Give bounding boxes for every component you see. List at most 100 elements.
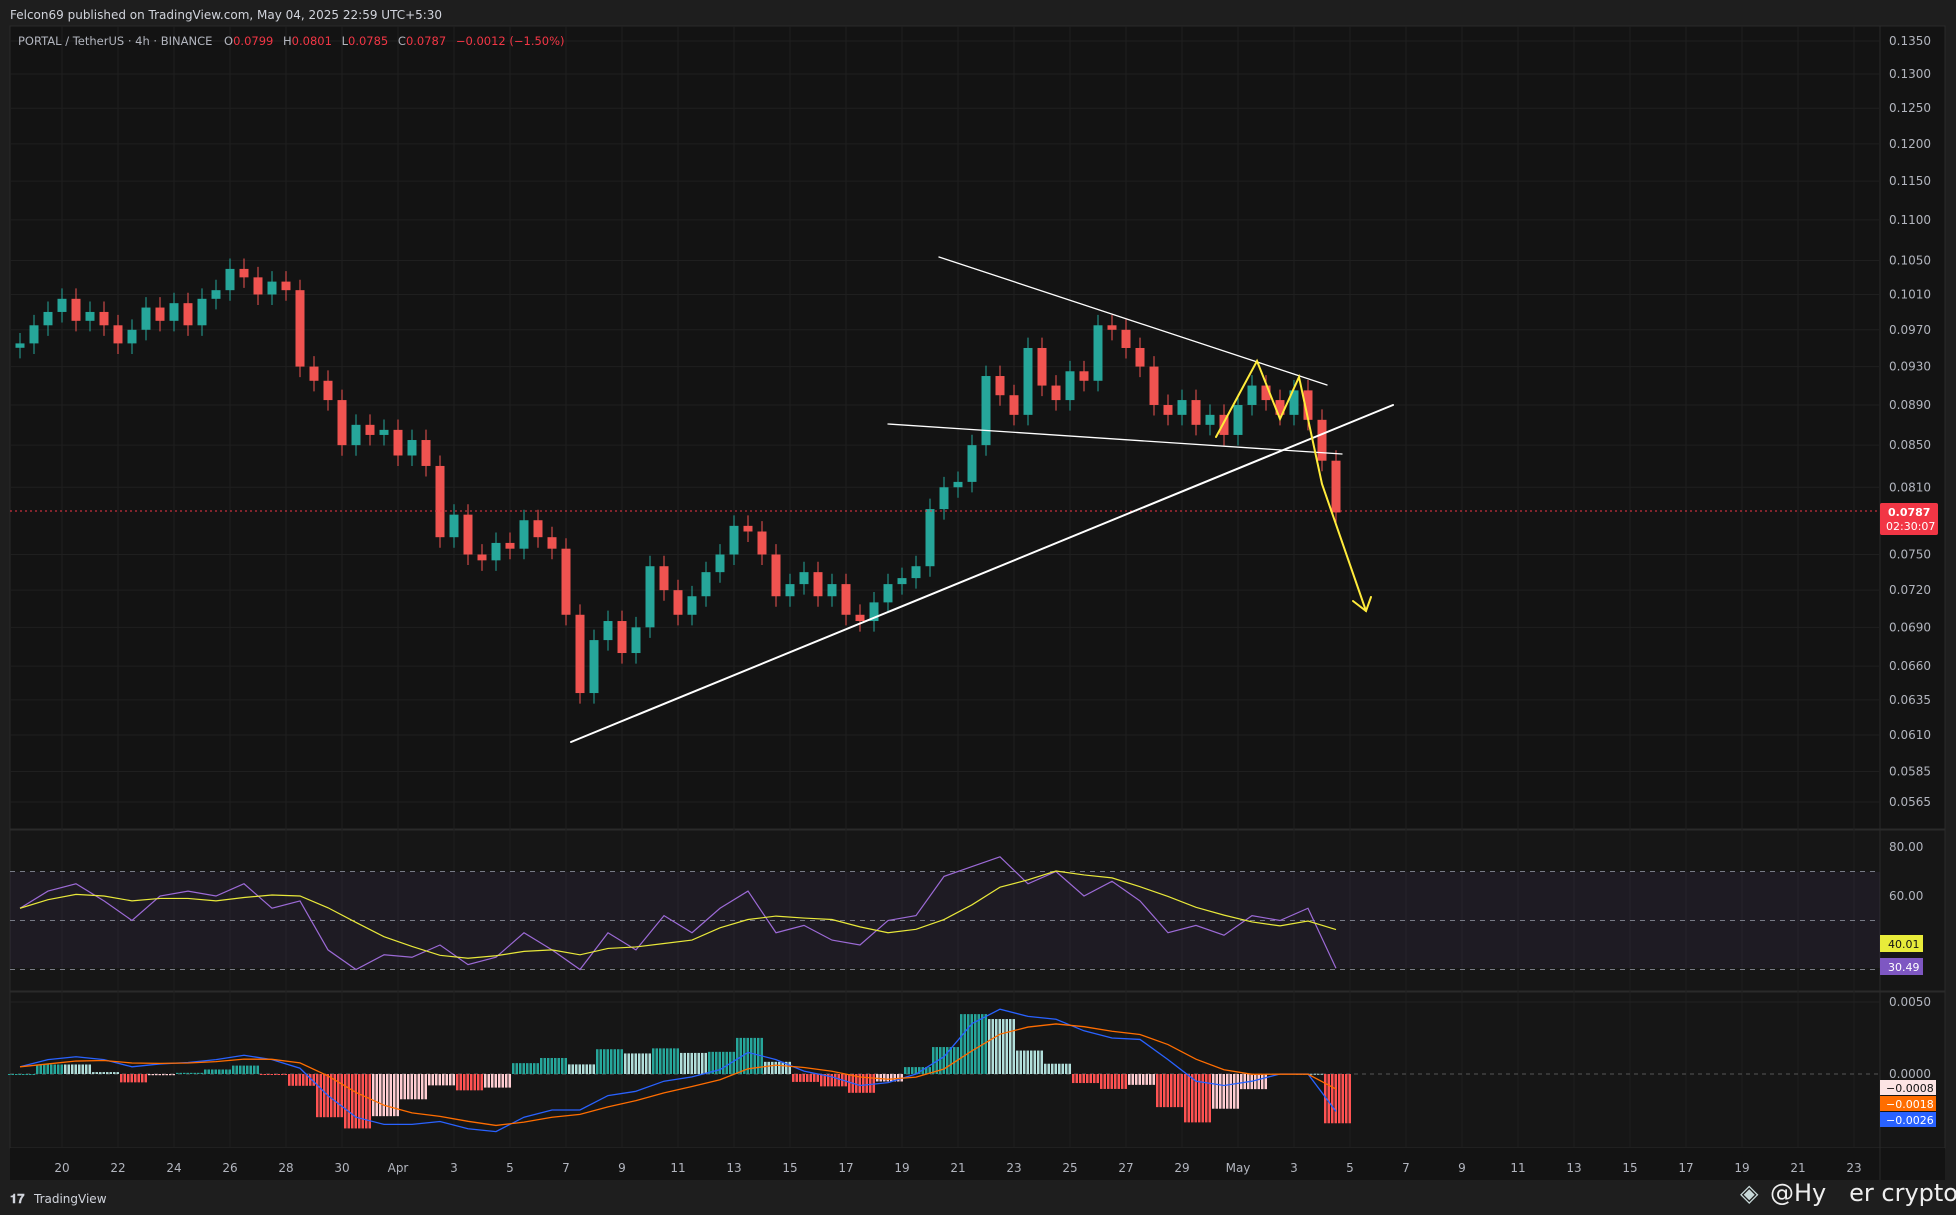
candle-up (897, 578, 907, 585)
histogram-bar (494, 1074, 497, 1088)
tradingview-logo[interactable]: 𝟏𝟕 TradingView (10, 1192, 107, 1207)
histogram-bar (470, 1074, 473, 1091)
histogram-bar (1023, 1050, 1026, 1074)
time-axis[interactable] (10, 1148, 1945, 1180)
histogram-bar (193, 1072, 196, 1074)
candle-up (1289, 390, 1299, 415)
histogram-bar (1152, 1074, 1155, 1085)
date-tick: 17 (838, 1161, 853, 1175)
candle-up (911, 566, 921, 579)
symbol-title[interactable]: PORTAL / TetherUS · 4h · BINANCE (18, 34, 212, 48)
drawings[interactable] (570, 256, 1394, 743)
histogram-bar (1065, 1063, 1068, 1074)
histogram-bar (1341, 1074, 1344, 1124)
histogram-bar (29, 1074, 32, 1075)
rsi-value: 30.49 (1888, 961, 1920, 974)
histogram-bar (970, 1014, 973, 1074)
neckline[interactable] (887, 423, 1343, 455)
histogram-bar (869, 1074, 872, 1093)
histogram-bar (704, 1052, 707, 1074)
histogram-bar (697, 1052, 700, 1074)
price-tick: 0.0930 (1889, 360, 1931, 374)
histogram-bar (827, 1074, 830, 1087)
rsi-value-badges: 40.01 30.49 (1880, 935, 1923, 975)
date-tick: 19 (894, 1161, 909, 1175)
histogram-bar (603, 1049, 606, 1074)
published-line: Felcon69 published on TradingView.com, M… (10, 8, 442, 22)
histogram-bar (949, 1047, 952, 1074)
rsi-line (19, 856, 1337, 971)
rsi-ma-value: 40.01 (1888, 938, 1920, 951)
candle-down (1037, 347, 1047, 386)
histogram-bar (1170, 1074, 1173, 1108)
histogram-bar (1037, 1050, 1040, 1074)
histogram-bar (1184, 1074, 1187, 1123)
candle-down (1191, 400, 1201, 425)
candle-down (547, 537, 557, 549)
histogram-bar (291, 1074, 294, 1086)
histogram-bar (813, 1074, 816, 1082)
candle-up (687, 596, 697, 615)
histogram-bar (165, 1074, 168, 1076)
price-tick: 0.0810 (1889, 480, 1931, 494)
histogram-bar (855, 1074, 858, 1093)
candle-up (141, 307, 151, 330)
histogram-bar (204, 1069, 207, 1074)
histogram-bar (1317, 1073, 1320, 1075)
histogram-bar (15, 1074, 18, 1075)
histogram-bar (137, 1074, 140, 1083)
date-tick: 26 (222, 1161, 237, 1175)
histogram-bar (1222, 1074, 1225, 1109)
rsi-tick: 60.00 (1889, 889, 1923, 903)
histogram-bar (522, 1063, 525, 1074)
histogram-bar (634, 1053, 637, 1074)
histogram-bar (183, 1072, 186, 1074)
low-label: L (342, 34, 349, 48)
histogram-bar (1026, 1050, 1029, 1074)
price-axis[interactable]: 0.1350 0.1300 0.1250 0.1200 0.1150 0.1100 0.10… (1889, 34, 1931, 1081)
histogram-bar (1201, 1074, 1204, 1123)
ascending-trendline[interactable] (570, 404, 1394, 743)
histogram-bar (22, 1074, 25, 1075)
candle-up (883, 584, 893, 603)
double-top-path[interactable] (1215, 358, 1367, 612)
histogram-bar (46, 1064, 49, 1074)
histogram-bar (1173, 1074, 1176, 1108)
date-tick: 15 (1622, 1161, 1637, 1175)
histogram-bar (680, 1052, 683, 1074)
macd-value-badges: −0.0008 −0.0018 −0.0026 (1880, 1080, 1936, 1127)
histogram-bar (778, 1061, 781, 1074)
histogram-bar (645, 1053, 648, 1074)
histogram-bar (911, 1067, 914, 1074)
candles (15, 258, 1341, 704)
histogram-bar (312, 1074, 315, 1086)
histogram-bar (354, 1074, 357, 1129)
histogram-bar (1124, 1074, 1127, 1089)
histogram-bar (617, 1049, 620, 1074)
date-tick: 13 (1566, 1161, 1581, 1175)
histogram-bar (711, 1051, 714, 1074)
histogram-bar (830, 1074, 833, 1087)
histogram-bar (207, 1069, 210, 1074)
histogram-bar (463, 1074, 466, 1091)
histogram-bar (1030, 1050, 1033, 1074)
histogram-bar (88, 1064, 91, 1074)
candle-down (673, 590, 683, 615)
price-pane[interactable] (9, 25, 1946, 830)
candle-down (239, 268, 249, 278)
histogram-bar (43, 1064, 46, 1074)
histogram-bar (1058, 1063, 1061, 1074)
date-tick: 21 (950, 1161, 965, 1175)
histogram-bar (1180, 1074, 1183, 1108)
histogram-bar (1068, 1063, 1071, 1074)
histogram-bar (155, 1074, 158, 1076)
histogram-bar (533, 1063, 536, 1074)
histogram-bar (302, 1074, 305, 1086)
histogram-bar (1156, 1074, 1159, 1108)
candle-up (351, 424, 361, 446)
histogram-bar (1061, 1063, 1064, 1074)
high-value: 0.0801 (292, 34, 332, 48)
descending-trendline[interactable] (938, 256, 1328, 386)
candle-up (1233, 404, 1243, 435)
